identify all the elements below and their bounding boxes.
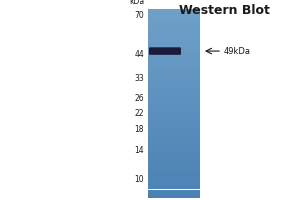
Text: 44: 44 bbox=[134, 50, 144, 59]
FancyBboxPatch shape bbox=[149, 47, 181, 55]
Text: 10: 10 bbox=[134, 175, 144, 184]
Text: Western Blot: Western Blot bbox=[178, 4, 269, 17]
Text: 26: 26 bbox=[134, 94, 144, 103]
Text: 18: 18 bbox=[134, 125, 144, 134]
Text: 49kDa: 49kDa bbox=[224, 47, 251, 56]
Text: 14: 14 bbox=[134, 146, 144, 155]
Text: 33: 33 bbox=[134, 74, 144, 83]
Text: 70: 70 bbox=[134, 11, 144, 20]
Text: 22: 22 bbox=[134, 109, 144, 118]
Text: kDa: kDa bbox=[129, 0, 144, 6]
